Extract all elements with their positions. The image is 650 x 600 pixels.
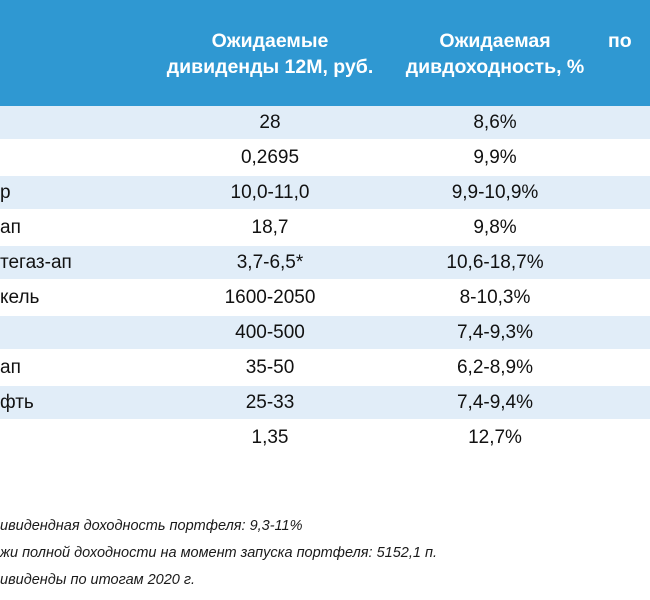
row-dividends: 400-500 xyxy=(235,322,305,343)
row-dividends: 28 xyxy=(259,112,281,133)
table-header: Ожидаемые дивиденды 12М, руб. Ожидаемая … xyxy=(0,0,650,108)
row-yield: 12,7% xyxy=(468,427,522,448)
row-dividends: 35-50 xyxy=(245,357,295,378)
row-name: ап xyxy=(0,357,21,378)
row-dividends: 18,7 xyxy=(251,217,289,238)
row-dividends: 25-33 xyxy=(245,392,295,413)
row-yield: 9,9-10,9% xyxy=(451,182,539,203)
row-yield: 7,4-9,4% xyxy=(456,392,534,413)
row-yield: 8-10,3% xyxy=(459,287,531,308)
row-yield: 9,9% xyxy=(473,147,517,168)
table-row: 1,35 12,7% xyxy=(0,421,650,456)
row-yield: 8,6% xyxy=(473,112,517,133)
header-cut-column: по xyxy=(608,30,632,52)
row-yield: 10,6-18,7% xyxy=(446,252,544,273)
row-yield: 7,4-9,3% xyxy=(456,322,534,343)
table-row: р 10,0-11,0 9,9-10,9% xyxy=(0,176,650,211)
row-name: ап xyxy=(0,217,21,238)
row-yield: 9,8% xyxy=(473,217,517,238)
footnote-dividends-2020: ивиденды по итогам 2020 г. xyxy=(0,572,196,588)
header-expected-dividends: Ожидаемые дивиденды 12М, руб. xyxy=(166,30,374,78)
row-dividends: 10,0-11,0 xyxy=(230,182,310,203)
table-row: ап 35-50 6,2-8,9% xyxy=(0,351,650,386)
footnote-total-return: жи полной доходности на момент запуска п… xyxy=(0,545,437,561)
table-row: 0,2695 9,9% xyxy=(0,141,650,176)
table-row: фть 25-33 7,4-9,4% xyxy=(0,386,650,421)
table-row: 28 8,6% xyxy=(0,106,650,141)
row-name: р xyxy=(0,182,11,203)
row-name xyxy=(0,316,160,349)
row-name xyxy=(0,106,160,139)
row-name xyxy=(0,421,160,454)
row-dividends: 1600-2050 xyxy=(224,287,316,308)
table-row: тегаз-ап 3,7-6,5* 10,6-18,7% xyxy=(0,246,650,281)
row-dividends: 1,35 xyxy=(251,427,289,448)
row-name: фть xyxy=(0,392,34,413)
row-dividends: 3,7-6,5* xyxy=(236,252,304,273)
row-name xyxy=(0,141,160,174)
footnote-portfolio-yield: ивидендная доходность портфеля: 9,3-11% xyxy=(0,518,303,534)
table-row: ап 18,7 9,8% xyxy=(0,211,650,246)
header-expected-yield: Ожидаемая дивдоходность, % xyxy=(405,30,585,78)
row-name: кель xyxy=(0,287,40,308)
row-dividends: 0,2695 xyxy=(240,147,300,168)
table-row: 400-500 7,4-9,3% xyxy=(0,316,650,351)
table-row: кель 1600-2050 8-10,3% xyxy=(0,281,650,316)
row-name: тегаз-ап xyxy=(0,252,72,273)
row-yield: 6,2-8,9% xyxy=(456,357,534,378)
